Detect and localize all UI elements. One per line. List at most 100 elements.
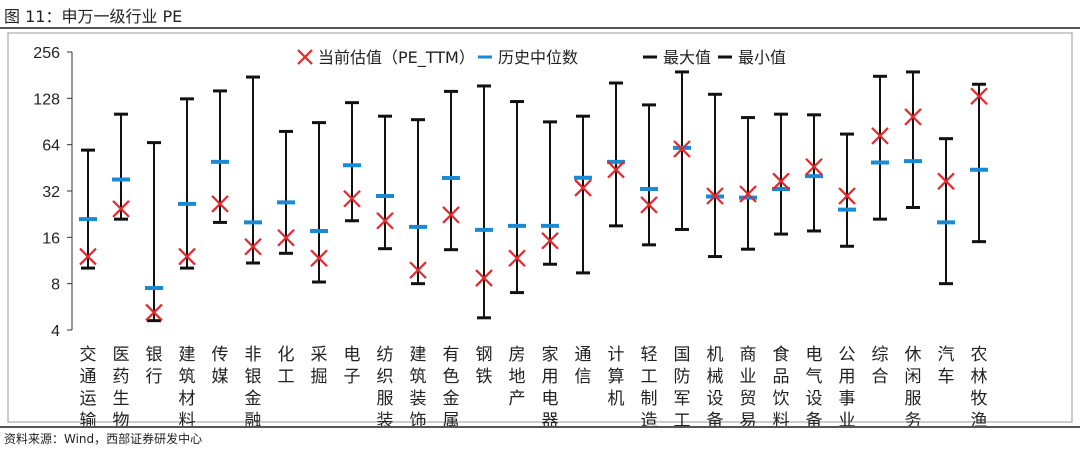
x-stroke	[376, 211, 394, 230]
x-label-char: 采	[311, 345, 328, 365]
legend-label: 最大值	[663, 48, 711, 67]
x-label-char: 工	[278, 367, 295, 387]
x-axis-labels: 交通运输医药生物银行建筑材料传媒非银金融化工采掘电子纺织服装建筑装饰有色金属钢铁…	[80, 345, 988, 431]
x-label-char: 牧	[971, 389, 988, 409]
current-marker	[178, 247, 196, 266]
x-label-char: 工	[641, 367, 658, 387]
x-label-char: 电	[542, 389, 559, 409]
x-label-char: 子	[344, 367, 361, 387]
x-label-char: 休	[905, 345, 922, 365]
x-tick-label: 农林牧渔	[971, 345, 988, 431]
x-stroke	[772, 172, 790, 191]
x-stroke	[178, 247, 196, 266]
x-stroke	[211, 195, 229, 213]
x-stroke	[409, 261, 427, 279]
x-label-char: 事	[839, 389, 856, 409]
x-tick-label: 纺织服装	[377, 345, 394, 431]
x-label-char: 务	[905, 411, 922, 431]
source-note: 资料来源：Wind，西部证券研发中心	[4, 432, 203, 446]
x-stroke	[310, 249, 328, 268]
current-marker	[343, 189, 361, 208]
x-tick-label: 国防军工	[674, 345, 691, 431]
x-label-char: 防	[674, 367, 691, 387]
x-label-char: 运	[80, 389, 97, 409]
x-label-char: 色	[443, 367, 460, 387]
x-label-char: 装	[377, 411, 394, 431]
current-marker	[838, 187, 856, 205]
x-stroke	[442, 206, 460, 224]
x-label-char: 气	[806, 367, 823, 387]
current-marker	[673, 140, 691, 158]
y-tick-label: 64	[42, 138, 60, 155]
x-tick-label: 商业贸易	[740, 345, 757, 431]
current-marker	[574, 179, 592, 197]
x-label-char: 建	[179, 345, 196, 365]
x-label-char: 械	[707, 367, 724, 387]
x-label-char: 备	[707, 411, 724, 431]
x-label-char: 服	[905, 389, 922, 409]
x-stroke	[343, 189, 361, 208]
legend: 当前估值（PE_TTM） 历史中位数 最大值 最小值	[297, 48, 786, 68]
x-label-char: 轻	[641, 345, 658, 365]
x-label-char: 地	[509, 367, 526, 387]
x-label-char: 工	[674, 411, 691, 431]
x-label-char: 掘	[311, 367, 328, 387]
x-tick-label: 家用电器	[542, 345, 559, 431]
x-stroke	[541, 231, 559, 250]
x-label-char: 装	[410, 389, 427, 409]
current-marker	[409, 261, 427, 279]
x-label-char: 料	[773, 411, 790, 431]
x-stroke	[904, 108, 922, 126]
x-tick-label: 银行	[146, 345, 163, 387]
x-label-char: 银	[245, 367, 262, 387]
current-marker	[937, 172, 955, 191]
x-label-char: 媒	[212, 367, 229, 387]
current-marker	[310, 249, 328, 268]
x-label-char: 食	[773, 345, 790, 365]
x-label-char: 业	[839, 411, 856, 431]
x-label-char: 材	[179, 389, 196, 409]
current-marker	[376, 211, 394, 230]
x-label-char: 设	[707, 389, 724, 409]
x-label-char: 用	[542, 367, 559, 387]
current-marker	[508, 249, 526, 268]
x-label-char: 输	[80, 411, 97, 431]
x-stroke	[112, 200, 130, 218]
x-label-char: 用	[839, 367, 856, 387]
x-tick-label: 休闲服务	[905, 345, 922, 431]
x-label-char: 贸	[740, 389, 757, 409]
x-label-char: 金	[443, 389, 460, 409]
x-label-char: 计	[608, 345, 625, 365]
current-marker	[871, 127, 889, 145]
x-tick-label: 汽车	[938, 345, 955, 387]
x-tick-label: 化工	[278, 345, 295, 387]
current-marker	[805, 157, 823, 176]
legend-label: 当前估值（PE_TTM）	[318, 48, 475, 68]
current-marker	[211, 195, 229, 213]
current-marker	[739, 185, 757, 203]
figure-title: 图 11：申万一级行业 PE	[4, 7, 183, 26]
x-tick-label: 钢铁	[476, 345, 493, 387]
current-marker	[475, 269, 493, 287]
x-stroke	[706, 187, 724, 205]
x-label-char: 属	[443, 411, 460, 431]
x-stroke	[838, 187, 856, 205]
x-stroke	[574, 179, 592, 197]
current-marker	[244, 237, 262, 256]
y-tick-label: 16	[42, 230, 60, 247]
top-divider	[0, 27, 1080, 29]
x-stroke	[970, 87, 988, 106]
x-label-char: 品	[773, 367, 790, 387]
x-label-char: 筑	[410, 367, 427, 387]
x-label-char: 金	[245, 389, 262, 409]
current-marker	[79, 247, 97, 266]
y-axis: 4 8 16 32 64 128 256	[33, 45, 73, 340]
x-label-char: 铁	[476, 367, 493, 387]
current-marker	[277, 228, 295, 247]
x-tick-label: 计算机	[608, 345, 625, 409]
x-label-char: 通	[80, 367, 97, 387]
x-label-char: 军	[674, 389, 691, 409]
x-stroke	[145, 303, 163, 322]
x-label-char: 纺	[377, 345, 394, 365]
y-tick-label: 256	[33, 45, 60, 62]
